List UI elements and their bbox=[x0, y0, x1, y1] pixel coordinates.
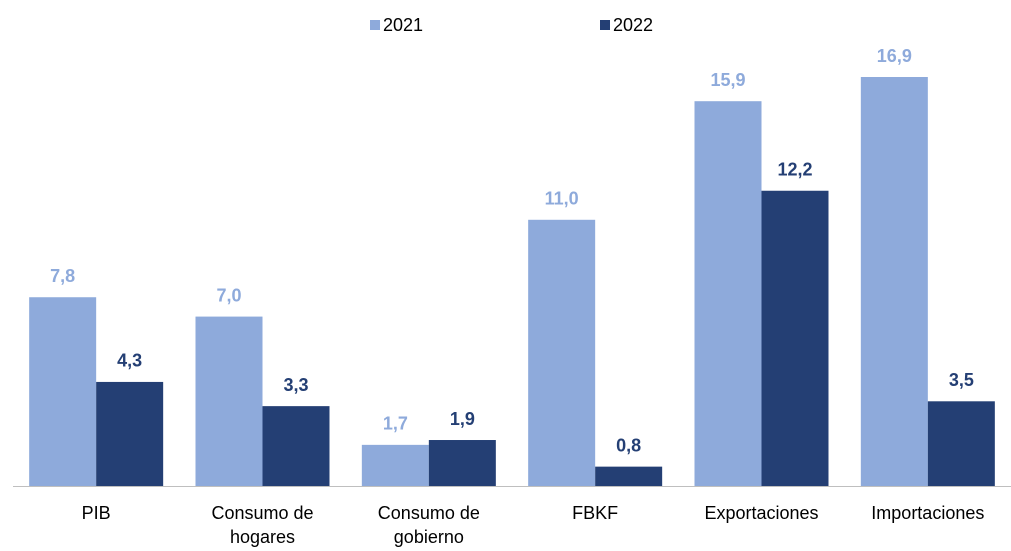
value-label: 0,8 bbox=[616, 435, 641, 455]
x-tick-label: Importaciones bbox=[871, 503, 984, 523]
x-tick-label: Consumo de hogares bbox=[211, 503, 313, 547]
value-label: 12,2 bbox=[777, 159, 812, 179]
bar bbox=[361, 444, 429, 486]
bar bbox=[694, 101, 762, 487]
x-tick-label: Consumo de gobierno bbox=[378, 503, 480, 547]
bar bbox=[860, 77, 928, 486]
x-tick-label: Exportaciones bbox=[704, 503, 818, 523]
value-label: 7,8 bbox=[50, 266, 75, 286]
value-label: 15,9 bbox=[710, 70, 745, 90]
value-label: 4,3 bbox=[117, 351, 142, 371]
x-tick-label: PIB bbox=[82, 503, 111, 523]
legend-swatch bbox=[600, 20, 610, 30]
bar bbox=[927, 401, 995, 486]
value-label: 7,0 bbox=[216, 285, 241, 305]
bar bbox=[195, 316, 263, 486]
bar bbox=[761, 190, 829, 487]
legend-swatch bbox=[370, 20, 380, 30]
bar bbox=[96, 381, 164, 486]
value-label: 1,9 bbox=[450, 409, 475, 429]
bar bbox=[595, 466, 663, 486]
x-tick-label: FBKF bbox=[572, 503, 618, 523]
legend-label: 2022 bbox=[613, 15, 653, 35]
bar bbox=[29, 297, 97, 486]
value-label: 11,0 bbox=[545, 189, 579, 209]
bar bbox=[262, 406, 330, 486]
bar bbox=[428, 440, 496, 486]
value-label: 3,3 bbox=[283, 375, 308, 395]
value-label: 3,5 bbox=[949, 370, 974, 390]
bar bbox=[528, 219, 596, 486]
value-label: 16,9 bbox=[877, 46, 912, 66]
legend-label: 2021 bbox=[383, 15, 423, 35]
value-label: 1,7 bbox=[383, 414, 408, 434]
